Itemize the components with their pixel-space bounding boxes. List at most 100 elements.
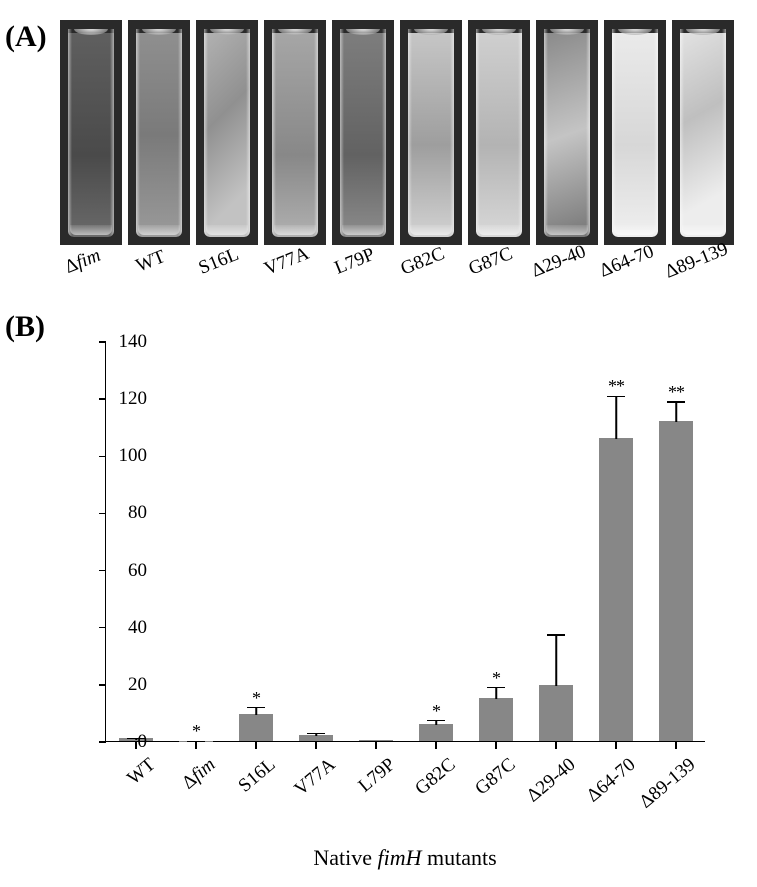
x-tick xyxy=(255,742,257,749)
y-tick-label: 120 xyxy=(97,388,147,410)
tube-body xyxy=(544,33,590,237)
label-pre: G87C xyxy=(466,243,516,279)
tube-image-d64-70 xyxy=(612,29,658,237)
tube-col-s16l xyxy=(196,20,258,245)
tube-body xyxy=(612,33,658,237)
tube-slot xyxy=(672,20,734,245)
tube-edge xyxy=(110,29,114,237)
label-pre: WT xyxy=(133,246,168,277)
error-bar xyxy=(555,635,557,686)
tube-bottom xyxy=(682,225,724,235)
tube-edge xyxy=(272,29,276,237)
tube-slot xyxy=(536,20,598,245)
error-bar xyxy=(495,688,497,699)
x-tick-label-d89-139: Δ89-139 xyxy=(625,754,700,822)
label-pre: Δ64-70 xyxy=(597,241,657,282)
y-tick-label: 40 xyxy=(97,617,147,639)
tube-edge xyxy=(178,29,182,237)
panel-a: (A) ΔfimWT S16L V77A L79PG82CG87C Δ29-40Δ64-… xyxy=(0,0,757,320)
tube-image-dfim xyxy=(68,29,114,237)
x-axis-label: Native fimH mutants xyxy=(105,845,705,871)
tube-label-wt: WT xyxy=(118,240,198,319)
tube-image-d89-139 xyxy=(680,29,726,237)
tube-bottom xyxy=(342,225,384,235)
bar-chart: WT*Δfim*S16LV77AL79P*G82C*G87CΔ29-40**Δ6… xyxy=(105,342,705,742)
tube-col-wt xyxy=(128,20,190,245)
tube-edge xyxy=(586,29,590,237)
significance-label: ** xyxy=(608,376,624,397)
tube-body xyxy=(680,33,726,237)
tube-bottom xyxy=(70,225,112,235)
x-tick-label-d29-40: Δ29-40 xyxy=(505,754,580,822)
tube-body xyxy=(68,33,114,237)
tube-bottom xyxy=(478,225,520,235)
tube-label-g82c: G82C xyxy=(390,240,470,319)
panel-b-label: (B) xyxy=(5,310,45,344)
y-tick-label: 100 xyxy=(97,445,147,467)
tube-labels-row: ΔfimWTS16LV77AL79PG82CG87CΔ29-40Δ64-70Δ8… xyxy=(60,240,750,300)
tube-bottom xyxy=(410,225,452,235)
tube-label-l79p: L79P xyxy=(322,240,402,319)
tube-bottom xyxy=(138,225,180,235)
tube-edge xyxy=(680,29,684,237)
x-tick xyxy=(195,742,197,749)
tube-label-d64-70: Δ64-70 xyxy=(594,240,674,319)
error-bar xyxy=(675,402,677,422)
tube-edge xyxy=(246,29,250,237)
bar-d29-40 xyxy=(539,685,573,741)
tube-edge xyxy=(476,29,480,237)
tube-image-s16l xyxy=(204,29,250,237)
tube-image-g82c xyxy=(408,29,454,237)
x-axis-label-post: mutants xyxy=(421,845,496,870)
x-axis-label-ital: fimH xyxy=(377,845,421,870)
label-pre: S16L xyxy=(196,244,242,279)
x-tick xyxy=(435,742,437,749)
panel-b: (B) Relative biofilm forming capacity WT… xyxy=(0,310,757,880)
tube-body xyxy=(272,33,318,237)
tube-body xyxy=(136,33,182,237)
y-tick-label: 140 xyxy=(97,331,147,353)
y-tick-label: 20 xyxy=(97,674,147,696)
tube-body xyxy=(408,33,454,237)
tube-label-d89-139: Δ89-139 xyxy=(662,240,742,319)
x-tick xyxy=(675,742,677,749)
tube-col-l79p xyxy=(332,20,394,245)
tube-image-g87c xyxy=(476,29,522,237)
tube-image-wt xyxy=(136,29,182,237)
tube-slot xyxy=(468,20,530,245)
y-tick-label: 60 xyxy=(97,560,147,582)
tube-edge xyxy=(450,29,454,237)
tube-edge xyxy=(722,29,726,237)
bar-g87c xyxy=(479,698,513,741)
bar-d89-139 xyxy=(659,421,693,741)
tube-body xyxy=(476,33,522,237)
tube-label-dfim: Δfim xyxy=(50,240,130,319)
tube-slot xyxy=(60,20,122,245)
panel-a-label: (A) xyxy=(5,20,47,54)
tube-bottom xyxy=(614,225,656,235)
bar-g82c xyxy=(419,724,453,741)
x-tick-label-d64-70: Δ64-70 xyxy=(565,754,640,822)
tube-col-d64-70 xyxy=(604,20,666,245)
significance-label: ** xyxy=(668,382,684,403)
tube-edge xyxy=(544,29,548,237)
label-pre: Δ29-40 xyxy=(529,241,589,282)
tube-bottom xyxy=(546,225,588,235)
xtick-label-pre: G87C xyxy=(471,754,519,799)
bar-s16l xyxy=(239,714,273,741)
x-tick-label-wt: WT xyxy=(85,754,160,822)
tube-bottom xyxy=(274,225,316,235)
tube-col-d29-40 xyxy=(536,20,598,245)
tube-edge xyxy=(408,29,412,237)
y-tick-label: 0 xyxy=(97,731,147,753)
tube-slot xyxy=(264,20,326,245)
tube-label-s16l: S16L xyxy=(186,240,266,319)
significance-label: * xyxy=(252,688,260,709)
x-axis-label-pre: Native xyxy=(313,845,377,870)
x-tick xyxy=(315,742,317,749)
tube-slot xyxy=(332,20,394,245)
tube-col-g87c xyxy=(468,20,530,245)
tube-slot xyxy=(400,20,462,245)
tube-col-dfim xyxy=(60,20,122,245)
label-pre: V77A xyxy=(261,243,312,280)
